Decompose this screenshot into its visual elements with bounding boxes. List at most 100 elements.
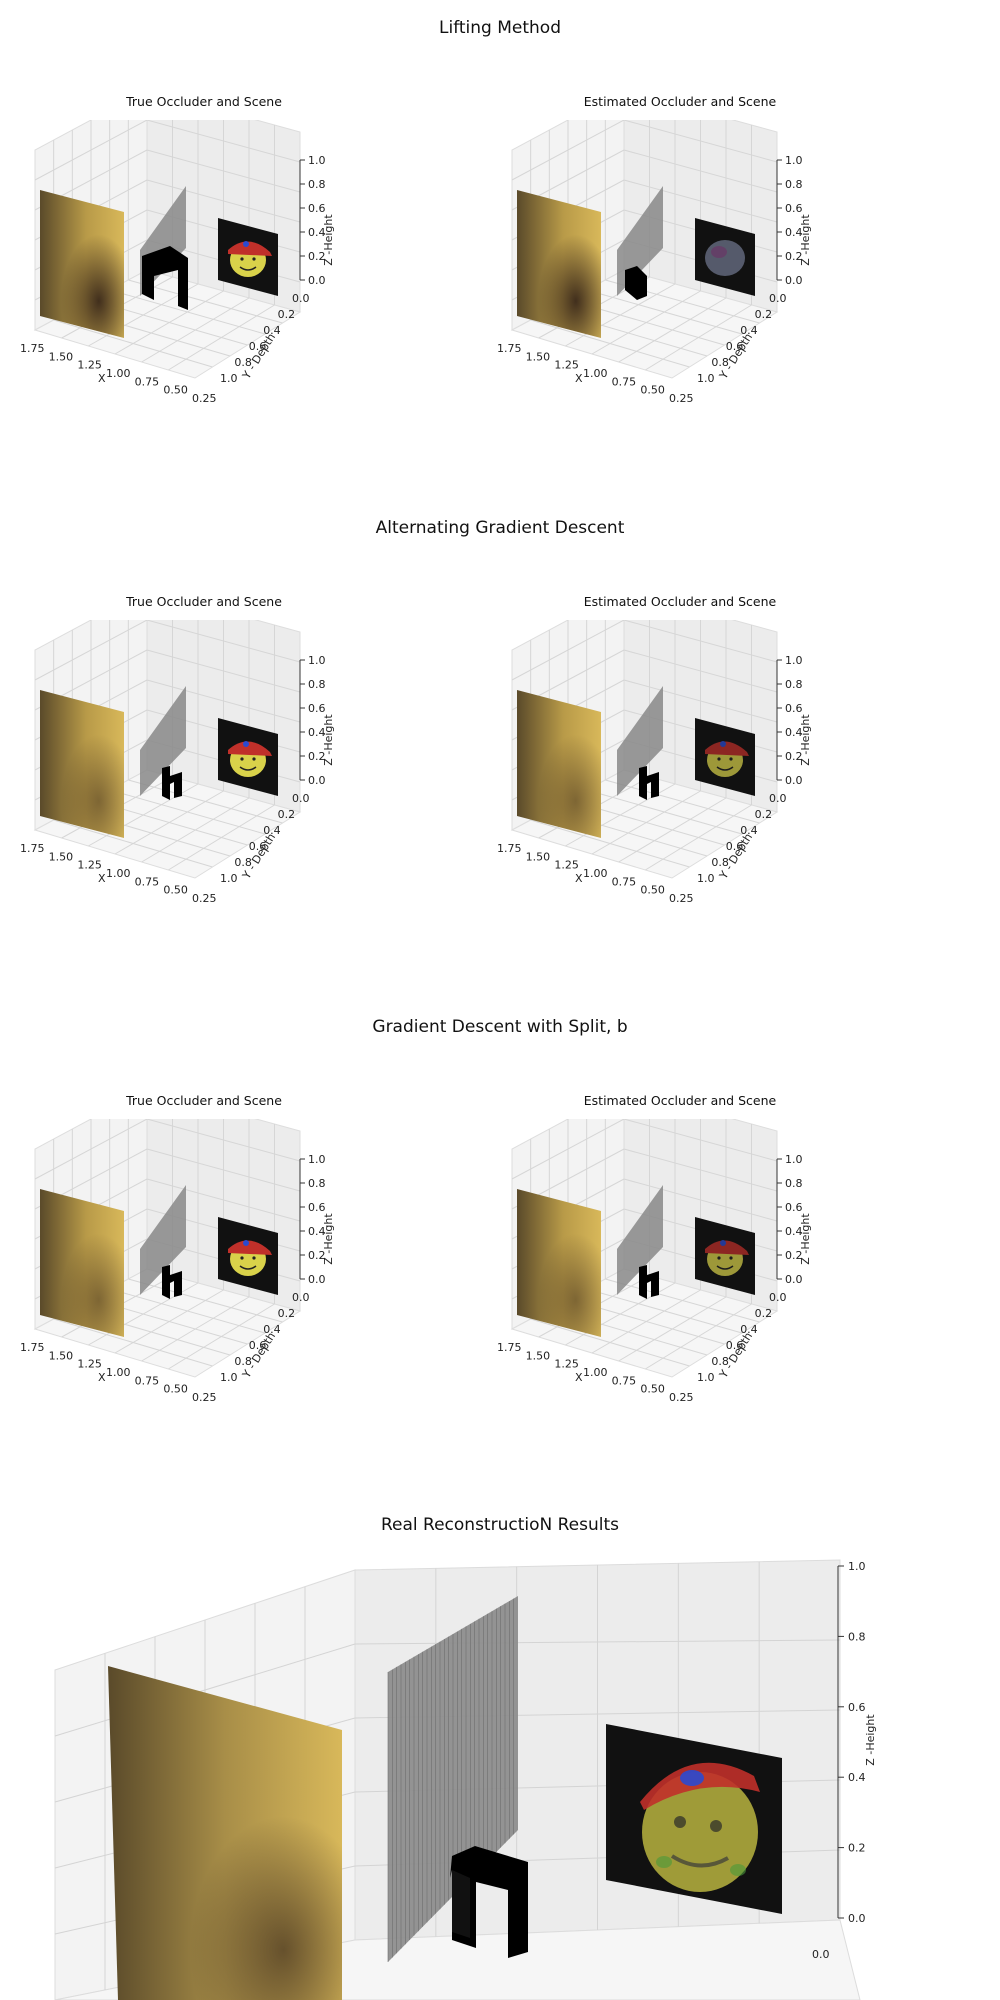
y-tick-label: 0.6: [726, 840, 744, 853]
z-tick-label: 0.2: [308, 1249, 326, 1262]
y-tick-label: 0.4: [740, 324, 758, 337]
occluder-block: [162, 1265, 182, 1299]
occluder-plane: [140, 686, 186, 796]
y-tick-label: 1.0: [697, 872, 715, 885]
occluder-plane: [140, 1185, 186, 1295]
x-tick-label: 1.50: [49, 1349, 74, 1362]
section-title-agd: Alternating Gradient Descent: [375, 518, 625, 538]
z-tick-label: 0.0: [785, 1273, 803, 1286]
x-tick-label: 0.75: [612, 1374, 636, 1387]
z-tick-label: 0.2: [308, 750, 326, 763]
x-tick-label: 1.50: [526, 1349, 551, 1362]
scene-face: [640, 1762, 760, 1892]
occluder-block: [142, 246, 188, 310]
x-tick-label: 1.00: [106, 1366, 131, 1379]
x-tick-label: 0.50: [163, 384, 188, 397]
y-tick-label: 0.4: [263, 824, 281, 837]
z-tick-label: 0.2: [785, 250, 803, 263]
x-tick-label: 1.00: [583, 1366, 608, 1379]
y-tick-label: 0.4: [740, 824, 758, 837]
x-tick-label: 1.25: [554, 859, 579, 872]
scene-face: [228, 241, 272, 277]
x-tick-label: 1.50: [526, 850, 551, 863]
grid-line: [354, 1639, 841, 1645]
z-axis-label: Z -Height: [864, 1714, 877, 1766]
projection-shadow: [108, 1666, 342, 2000]
y-tick-label: 0.6: [726, 1339, 744, 1352]
grid-line: [146, 120, 301, 163]
x-tick-label: 1.00: [106, 867, 131, 880]
scene-face: [705, 1240, 749, 1276]
scene-face: [705, 741, 749, 777]
grid-line: [511, 1119, 625, 1180]
x-tick-label: 1.00: [106, 367, 131, 380]
y-tick-label: 0.8: [234, 1355, 252, 1368]
grid-line: [34, 620, 148, 681]
z-tick-label: 0.4: [785, 726, 803, 739]
x-tick-label: 0.75: [135, 375, 160, 388]
z-tick-label: 0.4: [308, 226, 326, 239]
x-tick-label: 1.75: [20, 342, 45, 355]
z-tick-label: 0.2: [785, 750, 803, 763]
y-tick-label: 0.2: [755, 1307, 773, 1320]
x-tick-label: 1.75: [497, 842, 522, 855]
x-tick-label: 0.50: [163, 1383, 188, 1396]
z-tick-label: 1.0: [308, 654, 326, 667]
panel-est-2: 0.0 0.2 0.4 0.6 0.8 1.0 Z -Height 1.75 1.501.25 1…: [497, 620, 812, 905]
z-tick-label: 0.8: [308, 1177, 326, 1190]
z-axis-label: Z -Height: [799, 214, 812, 266]
x-axis-label: X: [575, 1371, 583, 1384]
grid-line: [511, 120, 625, 181]
projection-shadow: [40, 690, 124, 838]
section-title-split: Gradient Descent with Split, b: [372, 1017, 628, 1037]
x-tick-label: 0.25: [192, 1391, 217, 1404]
z-tick-label: 0.4: [785, 226, 803, 239]
z-axis-label: Z -Height: [799, 1213, 812, 1265]
z-tick-label: 0.6: [308, 202, 326, 215]
z-tick-label: 1.0: [848, 1560, 866, 1573]
y-tick-label: 0.0: [292, 792, 310, 805]
x-tick-label: 0.25: [192, 392, 217, 405]
grid-line: [54, 1643, 356, 1737]
x-tick-label: 1.25: [77, 359, 102, 372]
x-tick-label: 0.75: [135, 875, 160, 888]
projection-shadow: [517, 190, 601, 338]
z-tick-label: 0.0: [785, 274, 803, 287]
projection-shadow: [40, 1189, 124, 1337]
x-axis-label: X: [98, 372, 106, 385]
x-axis-label: X: [98, 1371, 106, 1384]
z-tick-label: 0.2: [308, 250, 326, 263]
y-tick-label: 0.2: [278, 808, 296, 821]
y-tick-label: 0.8: [234, 356, 252, 369]
occluder-block: [639, 1265, 659, 1299]
grid-line: [128, 1278, 283, 1323]
grid-line: [146, 1119, 301, 1162]
occluder-block: [639, 766, 659, 800]
z-tick-label: 1.0: [308, 154, 326, 167]
subplot-title-est-2: Estimated Occluder and Scene: [583, 594, 777, 609]
y-tick-label: 1.0: [220, 872, 238, 885]
z-tick-label: 1.0: [785, 654, 803, 667]
y-tick-label: 0.4: [263, 1323, 281, 1336]
scene-face: [705, 240, 745, 276]
x-axis-label: X: [98, 872, 106, 885]
z-tick-label: 0.0: [308, 774, 326, 787]
x-tick-label: 1.25: [77, 859, 102, 872]
panel-true-1: 0.0 0.2 0.4 0.6 0.8 1.0 Z -Height 1.75 1.501.25 1…: [20, 120, 335, 405]
scene-face: [228, 741, 272, 777]
x-tick-label: 1.25: [554, 359, 579, 372]
y-tick-label: 0.6: [249, 1339, 266, 1352]
x-tick-label: 1.75: [497, 1341, 522, 1354]
x-tick-label: 0.50: [640, 1383, 665, 1396]
subplot-title-true-2: True Occluder and Scene: [126, 594, 282, 609]
scene-image-bg: [695, 218, 755, 296]
z-tick-label: 0.8: [848, 1630, 866, 1643]
z-axis-label: Z -Height: [322, 1213, 335, 1265]
y-tick-label: 0.0: [812, 1948, 830, 1961]
z-tick-label: 0.6: [785, 702, 803, 715]
occluder-block: [450, 1846, 528, 1958]
y-tick-label: 0.6: [249, 840, 266, 853]
z-tick-label: 0.4: [785, 1225, 803, 1238]
grid-line: [128, 779, 283, 824]
subplot-title-true-1: True Occluder and Scene: [126, 94, 282, 109]
